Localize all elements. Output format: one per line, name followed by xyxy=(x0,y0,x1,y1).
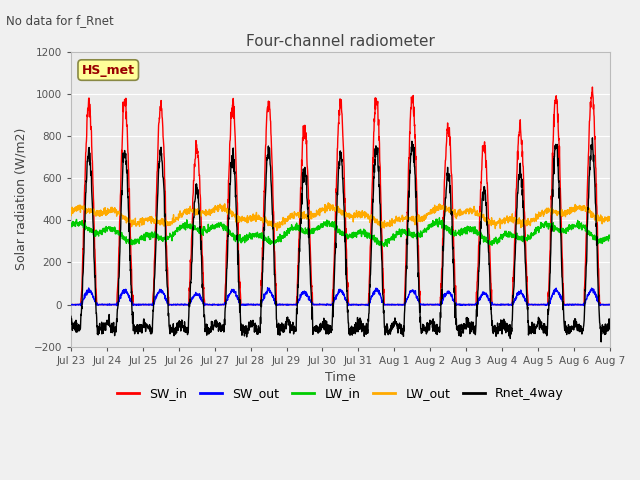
Legend: SW_in, SW_out, LW_in, LW_out, Rnet_4way: SW_in, SW_out, LW_in, LW_out, Rnet_4way xyxy=(112,383,569,406)
Y-axis label: Solar radiation (W/m2): Solar radiation (W/m2) xyxy=(15,128,28,270)
Text: No data for f_Rnet: No data for f_Rnet xyxy=(6,14,114,27)
Text: HS_met: HS_met xyxy=(82,63,135,76)
Title: Four-channel radiometer: Four-channel radiometer xyxy=(246,34,435,49)
X-axis label: Time: Time xyxy=(325,372,356,384)
